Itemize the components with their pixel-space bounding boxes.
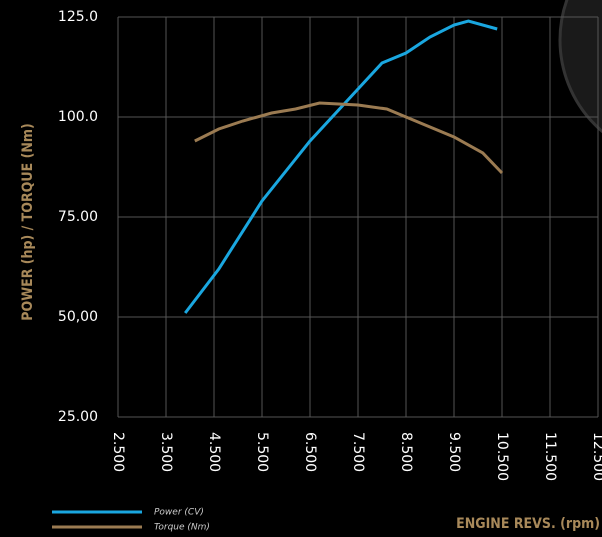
y-tick-label: 100.0 xyxy=(58,109,98,125)
x-tick-label: 6.500 xyxy=(302,432,318,472)
x-tick-label: 8.500 xyxy=(398,432,414,472)
x-tick-label: 5.500 xyxy=(254,432,270,472)
y-tick-label: 125.0 xyxy=(58,9,98,25)
line xyxy=(194,101,504,175)
x-tick-label: 7.500 xyxy=(350,432,366,472)
x-tick-label: 12.500 xyxy=(590,432,602,481)
decoration xyxy=(558,0,602,134)
x-tick-label: 11.500 xyxy=(542,432,558,481)
legend-label: Power (CV) xyxy=(154,508,204,518)
x-tick-label: 2.500 xyxy=(110,432,126,472)
x-tick-label: 4.500 xyxy=(206,432,222,472)
y-tick-label: 50,00 xyxy=(58,309,98,325)
x-tick-label: 10.500 xyxy=(494,432,510,481)
y-tick-label: 25.00 xyxy=(58,409,98,425)
y-tick-label: 75.00 xyxy=(58,209,98,225)
line xyxy=(184,19,498,314)
y-axis-title: POWER (hp) / TORQUE (Nm) xyxy=(20,123,36,320)
x-tick-label: 3.500 xyxy=(158,432,174,472)
legend-label: Torque (Nm) xyxy=(154,523,210,533)
x-tick-label: 9.500 xyxy=(446,432,462,472)
x-axis-title: ENGINE REVS. (rpm) xyxy=(456,516,600,532)
